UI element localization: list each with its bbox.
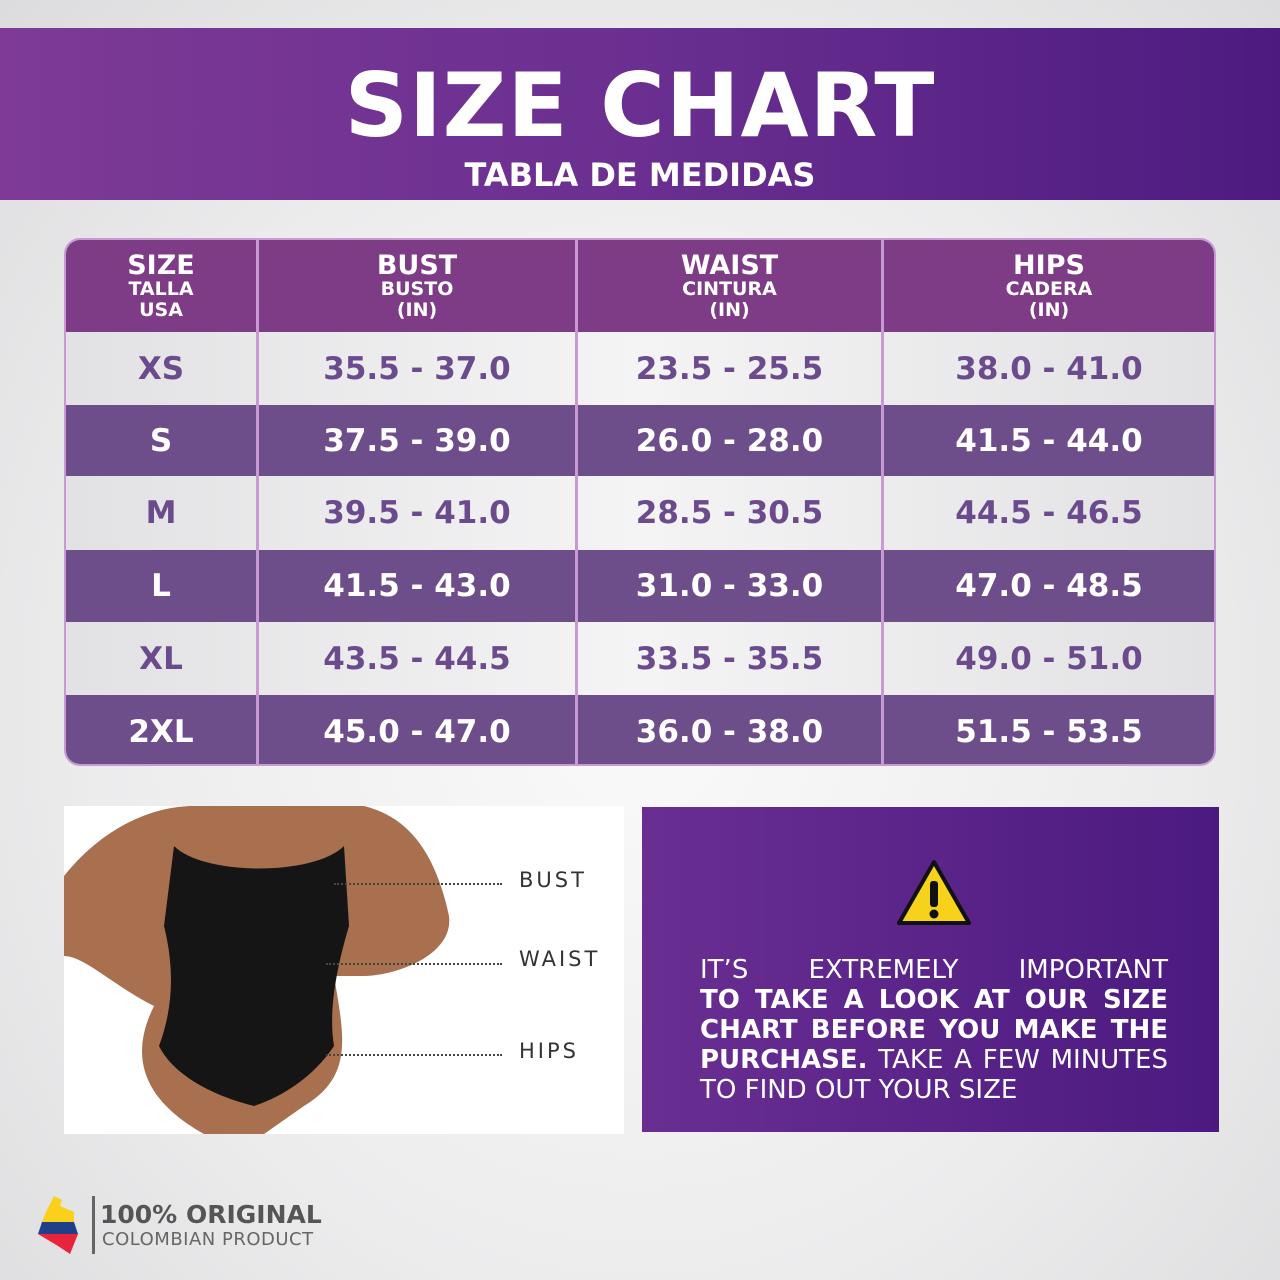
header-sub: CINTURA [682,277,777,300]
size-cell: 2XL [66,695,259,764]
table-row: 2XL 45.0 - 47.0 36.0 - 38.0 51.5 - 53.5 [66,695,1214,764]
hips-guide-line [326,1054,502,1056]
logo-subtitle: COLOMBIAN PRODUCT [102,1229,314,1250]
header-waist: WAIST CINTURA (IN) [578,240,884,332]
size-cell: S [66,405,259,476]
header-sub: CADERA [1005,277,1093,300]
size-cell: XS [66,332,259,405]
bodysuit-model-image [64,806,450,1134]
logo-divider [92,1196,95,1254]
waist-cell: 26.0 - 28.0 [578,405,884,476]
origin-logo: 100% ORIGINAL COLOMBIAN PRODUCT [34,1194,354,1258]
header-sub: BUSTO [380,277,454,300]
hips-cell: 47.0 - 48.5 [955,568,1143,604]
bust-cell: 45.0 - 47.0 [259,695,578,764]
hips-cell: 41.5 - 44.0 [955,422,1143,459]
header-main: HIPS [1013,249,1085,281]
waist-cell: 23.5 - 25.5 [578,332,884,405]
waist-cell: 36.0 - 38.0 [578,695,884,764]
colombia-map-icon [38,1196,78,1254]
size-cell: L [66,550,259,622]
bust-cell: 43.5 - 44.5 [259,622,578,695]
header-sub: (IN) [1028,298,1070,321]
bust-cell: 37.5 - 39.0 [259,405,578,476]
model-figure: BUST WAIST HIPS [64,806,624,1134]
size-cell: M [66,476,259,550]
hips-cell: 49.0 - 51.0 [955,640,1143,677]
table-row: L 41.5 - 43.0 31.0 - 33.0 47.0 - 48.5 [66,550,1214,622]
header-sub: (IN) [396,298,438,321]
header-hips: HIPS CADERA (IN) [884,240,1214,332]
header-main: SIZE [127,249,195,281]
waist-cell: 28.5 - 30.5 [578,476,884,550]
size-cell: XL [66,622,259,695]
warning-bold: TO TAKE A LOOK AT OUR SIZE CHART BEFORE … [700,985,1168,1075]
header-main: BUST [376,249,458,281]
size-table: SIZE TALLA USA BUST BUSTO (IN) WAIST CINTURA(… [64,238,1216,766]
title-banner: SIZE CHART TABLA DE MEDIDAS [0,28,1280,200]
warning-panel: IT’S EXTREMELY IMPORTANT TO TAKE A LOOK A… [642,807,1219,1132]
logo-title: 100% ORIGINAL [100,1200,322,1229]
table-row: M 39.5 - 41.0 28.5 - 30.5 44.5 - 46.5 [66,476,1214,550]
hips-label: HIPS [519,1039,579,1063]
header-sub: USA [139,298,183,321]
bust-guide-line [334,883,502,885]
table-row: XL 43.5 - 44.5 33.5 - 35.5 49.0 - 51.0 [66,622,1214,695]
table-row: XS 35.5 - 37.0 23.5 - 25.5 38.0 - 41.0 [66,332,1214,405]
waist-guide-line [326,963,502,965]
header-size: SIZE TALLA USA [66,240,259,332]
table-header: SIZE TALLA USA BUST BUSTO (IN) WAIST CINTURA(… [66,240,1214,332]
table-row: S 37.5 - 39.0 26.0 - 28.0 41.5 - 44.0 [66,405,1214,476]
bust-cell: 41.5 - 43.0 [259,550,578,622]
page-title: SIZE CHART [344,54,936,157]
waist-label: WAIST [519,947,601,971]
warning-line1: IT’S EXTREMELY IMPORTANT [700,955,1168,985]
waist-cell: 33.5 - 35.5 [578,622,884,695]
page-subtitle: TABLA DE MEDIDAS [464,156,816,194]
header-sub: TALLA [128,277,194,300]
bust-cell: 35.5 - 37.0 [259,332,578,405]
header-bust: BUST BUSTO (IN) [259,240,578,332]
warning-rest: TAKE A FEW MINUTES TO FIND OUT YOUR SIZE [700,1045,1168,1105]
hips-cell: 51.5 - 53.5 [955,713,1143,750]
warning-triangle-icon [897,860,971,925]
bust-cell: 39.5 - 41.0 [259,476,578,550]
bust-label: BUST [519,868,587,892]
hips-cell: 38.0 - 41.0 [955,350,1143,387]
warning-text: IT’S EXTREMELY IMPORTANT TO TAKE A LOOK A… [700,955,1168,1105]
hips-cell: 44.5 - 46.5 [955,495,1143,531]
waist-cell: 31.0 - 33.0 [578,550,884,622]
header-sub: (IN) [709,298,750,321]
header-main: WAIST [680,249,779,281]
